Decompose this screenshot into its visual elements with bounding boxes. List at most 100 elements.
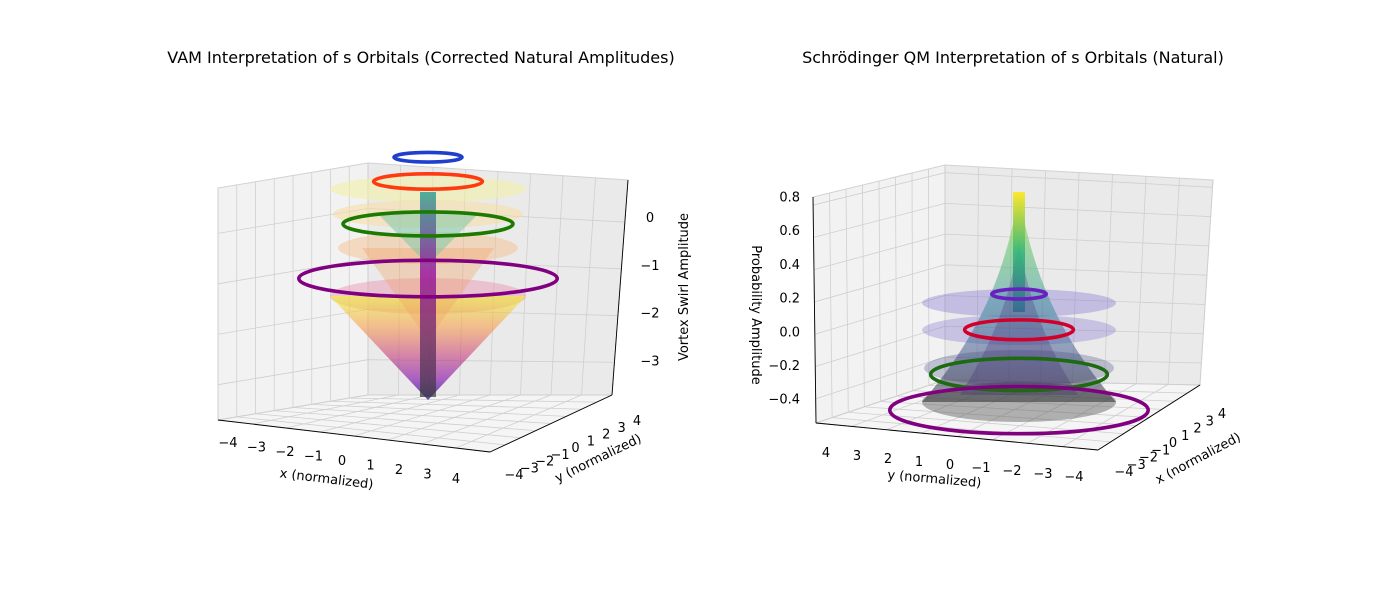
left-x-axis-label: x (normalized) <box>279 466 374 492</box>
right-x-tick-label: −1 <box>1151 443 1170 458</box>
right-z-tick-label: −0.2 <box>768 359 800 374</box>
left-y-tick-label: −1 <box>551 448 570 463</box>
right-floor-grid-b <box>832 417 1111 443</box>
right-z-grid-line <box>813 202 1211 238</box>
left-z-grid-line <box>217 359 615 386</box>
right-wall-grid-b <box>911 172 914 391</box>
right-floor-grid-b <box>864 406 1137 427</box>
left-floor-grid-b <box>255 413 521 439</box>
left-wall-grid-a <box>550 175 564 396</box>
left-floor-grid-b <box>330 400 582 410</box>
left-chart: VAM Interpretation of s Orbitals (Correc… <box>167 48 692 493</box>
left-z-tick-label: −2 <box>640 307 659 322</box>
left-y-tick-label: −3 <box>520 461 539 476</box>
right-y-axis-label: y (normalized) <box>887 468 982 491</box>
left-z-tick-label: −3 <box>640 355 659 370</box>
left-ticks: −4 −3 −2 −1 0 1 2 3 4 −4−3−2−1 0 1 2 3 40−1−2−3 <box>218 211 659 487</box>
left-rings <box>296 150 559 299</box>
right-orbital-ring-n4 <box>887 384 1150 436</box>
left-z-tick-label: 0 <box>646 211 654 226</box>
left-x-tick-label: −3 <box>247 441 266 456</box>
right-x-axis-label: x (normalized) <box>1153 430 1243 487</box>
right-z-grid-line <box>815 325 1204 367</box>
left-floor-grid-b <box>311 403 567 417</box>
left-floor-grid-b <box>349 397 597 403</box>
left-x-tick-label: 2 <box>395 463 403 478</box>
right-chart: Schrödinger QM Interpretation of s Orbit… <box>748 48 1243 491</box>
right-z-grid-line <box>815 356 1202 400</box>
right-x-tick-label: −4 <box>1114 465 1133 480</box>
right-z-tick-label: 0.6 <box>779 224 800 239</box>
right-rings <box>887 287 1150 436</box>
right-y-tick-label: 2 <box>884 452 892 467</box>
right-cone-inner <box>960 240 1078 395</box>
right-z-tick-label: 0.2 <box>779 292 800 307</box>
right-z-axis-label: Probability Amplitude <box>748 245 763 384</box>
right-x-axis-line <box>1097 384 1201 451</box>
left-floor-grid-b <box>292 407 552 424</box>
left-orbital-ring-n4 <box>296 258 559 299</box>
right-wall-grid-b <box>862 184 865 407</box>
right-orbital-ring-n2 <box>962 318 1076 342</box>
right-chart-title: Schrödinger QM Interpretation of s Orbit… <box>802 48 1224 67</box>
left-orbital-ring-n1 <box>392 150 464 164</box>
left-x-tick-label: 3 <box>423 468 431 483</box>
left-z-axis-label: Vortex Swirl Amplitude <box>677 213 692 361</box>
right-orbital-ring-n3 <box>928 356 1110 393</box>
right-wall-grid-a <box>1199 179 1214 386</box>
right-floor-grid-b <box>880 401 1150 418</box>
right-y-tick-label: 0 <box>946 458 954 473</box>
left-y-tick-label: 3 <box>617 421 625 436</box>
right-y-tick-label: 4 <box>822 446 830 461</box>
right-wall-grid-a <box>1135 176 1147 384</box>
right-wall-grid-a <box>1167 178 1180 385</box>
left-x-tick-label: −4 <box>218 436 237 451</box>
left-floor-grid-b <box>274 410 536 432</box>
right-x-tick-label: −2 <box>1139 451 1158 466</box>
right-wall-grid-b <box>845 188 849 413</box>
right-x-tick-label: 4 <box>1218 407 1226 422</box>
left-wall-grid-a <box>581 177 596 396</box>
right-z-axis-line <box>812 196 817 424</box>
right-wall-grid-b <box>895 176 898 397</box>
right-y-axis-line <box>815 422 1099 451</box>
left-y-axis-line <box>489 394 613 453</box>
left-y-tick-label: −4 <box>504 468 523 483</box>
left-floor-grid-b <box>236 416 506 446</box>
left-x-axis-line <box>217 419 491 453</box>
left-y-tick-label: 0 <box>571 441 579 456</box>
right-wall-grid-a <box>1103 174 1113 384</box>
right-z-tick-label: −0.4 <box>768 393 800 408</box>
right-y-tick-label: −4 <box>1064 470 1083 485</box>
right-z-grid-line <box>813 172 1213 206</box>
right-y-tick-label: −1 <box>971 461 990 476</box>
left-x-tick-label: −1 <box>304 450 323 465</box>
right-z-tick-label: 0.8 <box>779 190 800 205</box>
left-chart-title: VAM Interpretation of s Orbitals (Correc… <box>167 48 674 67</box>
right-wall-grid-b <box>878 180 881 402</box>
right-z-grid-line <box>813 233 1209 271</box>
right-y-tick-label: 1 <box>915 455 923 470</box>
left-x-tick-label: 1 <box>366 459 374 474</box>
right-x-tick-label: 3 <box>1206 414 1214 429</box>
left-z-axis-line <box>611 179 629 396</box>
left-y-tick-label: 2 <box>602 428 610 443</box>
right-wall-grid-b <box>829 192 833 418</box>
left-y-tick-label: 4 <box>633 414 641 429</box>
left-orbital-ring-n3 <box>341 210 515 238</box>
right-orbital-ring-n1 <box>989 287 1048 301</box>
left-orbital-ring-n2 <box>371 172 485 191</box>
left-wall-grid-a <box>520 173 531 396</box>
left-x-tick-label: 4 <box>452 472 460 487</box>
left-x-tick-label: −2 <box>275 445 294 460</box>
left-core-column <box>420 192 436 397</box>
right-y-tick-label: 3 <box>853 449 861 464</box>
left-y-tick-label: −2 <box>535 455 554 470</box>
right-z-grid-line <box>814 295 1206 335</box>
right-z-grid-line <box>814 264 1207 303</box>
right-x-tick-label: 0 <box>1169 436 1177 451</box>
left-z-tick-label: −1 <box>640 259 659 274</box>
right-y-tick-label: −2 <box>1002 464 1021 479</box>
right-x-tick-label: 2 <box>1193 422 1201 437</box>
right-x-tick-label: −3 <box>1127 458 1146 473</box>
